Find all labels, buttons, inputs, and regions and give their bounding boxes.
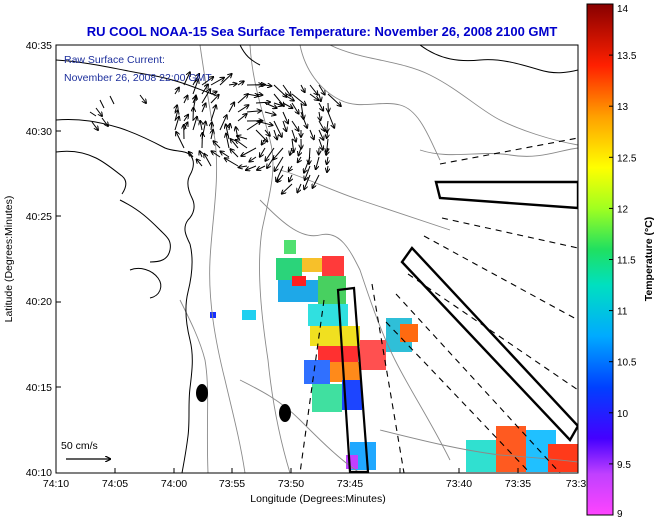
map-plot-area <box>56 45 578 473</box>
x-tick-label: 73:55 <box>219 478 245 490</box>
scale-label: 50 cm/s <box>61 440 98 452</box>
colorbar-tick-label: 10 <box>617 409 629 420</box>
colorbar-tick-label: 9.5 <box>617 460 631 471</box>
y-tick-label: 40:35 <box>26 40 52 52</box>
colorbar-tick-label: 11 <box>617 307 628 318</box>
y-tick-label: 40:30 <box>26 126 52 138</box>
x-tick-label: 73:40 <box>446 478 472 490</box>
colorbar-label: Temperature (°C) <box>643 217 655 302</box>
colorbar-tick-label: 14 <box>617 4 629 15</box>
x-tick-label: 73:50 <box>278 478 304 490</box>
overlay-line-1: Raw Surface Current: <box>64 54 165 66</box>
x-tick-label: 74:05 <box>102 478 128 490</box>
colorbar-tick-label: 9 <box>617 509 623 519</box>
figure-title: RU COOL NOAA-15 Sea Surface Temperature:… <box>87 24 558 39</box>
y-tick-label: 40:25 <box>26 211 52 223</box>
colorbar-tick-label: 11.5 <box>617 256 636 267</box>
colorbar-tick-label: 13 <box>617 102 629 113</box>
x-tick-label: 74:00 <box>161 478 187 490</box>
buoy-marker <box>279 404 291 422</box>
x-tick-label: 73:45 <box>337 478 363 490</box>
colorbar-tick-label: 10.5 <box>617 358 637 369</box>
colorbar-tick-label: 12 <box>617 204 629 215</box>
overlay-line-2: November 26, 2008 22:00 GMT <box>64 72 212 84</box>
y-axis-label: Latitude (Degrees:Minutes) <box>3 196 15 323</box>
x-tick-label: 73:3 <box>566 478 587 490</box>
y-tick-label: 40:15 <box>26 382 52 394</box>
x-tick-label: 73:35 <box>505 478 531 490</box>
colorbar-tick-label: 12.5 <box>617 153 637 164</box>
buoy-marker <box>196 384 208 402</box>
x-tick-label: 74:10 <box>43 478 69 490</box>
x-axis-label: Longitude (Degrees:Minutes) <box>250 493 385 505</box>
y-tick-label: 40:20 <box>26 296 52 308</box>
colorbar: 14 13.5 13 12.5 12 11.5 11 10.5 10 9.5 9 Temperatu… <box>587 4 655 519</box>
colorbar-tick-label: 13.5 <box>617 51 637 62</box>
